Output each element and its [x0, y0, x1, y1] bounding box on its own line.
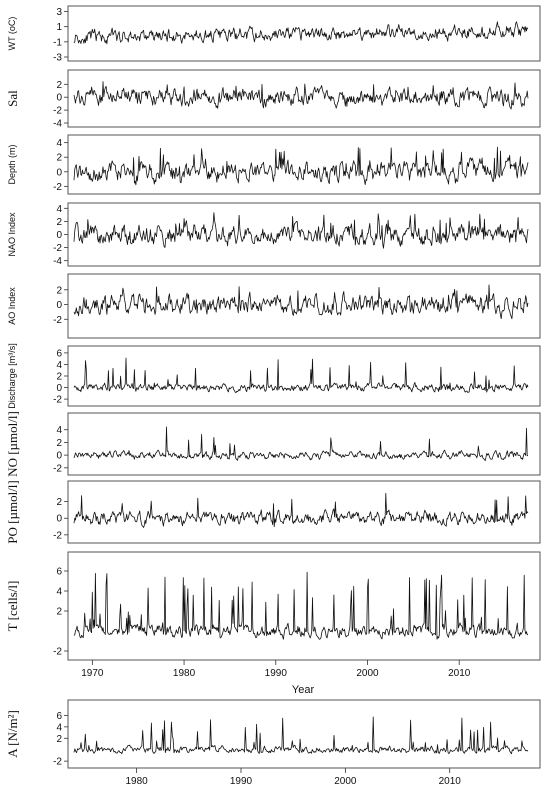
x-tick-label: 2010 — [448, 668, 471, 679]
x-tick-label-bottom: 1990 — [230, 776, 253, 787]
y-tick-label: 4 — [56, 722, 62, 733]
y-tick-label: -4 — [53, 256, 62, 267]
y-axis-label: Depth (m) — [7, 144, 17, 184]
y-tick-label: 4 — [56, 360, 62, 371]
panel-frame — [67, 551, 541, 661]
series-line-9 — [73, 571, 529, 640]
x-tick-label-bottom: 2000 — [334, 776, 357, 787]
y-axis-label: Discharge [m³/s] — [7, 343, 17, 409]
y-axis-label: NAO Index — [7, 212, 17, 257]
panel-frame — [67, 5, 541, 62]
y-tick-label: 4 — [56, 204, 62, 215]
series-line-1 — [73, 21, 529, 45]
series-line-7 — [73, 426, 529, 462]
series-line-5 — [73, 284, 529, 320]
y-tick-label: -2 — [53, 315, 62, 326]
y-tick-label: -2 — [53, 530, 62, 541]
y-tick-label: -1 — [53, 37, 62, 48]
series-line-8 — [73, 492, 529, 528]
y-tick-label: -3 — [53, 53, 62, 64]
panel-frame — [67, 412, 541, 476]
y-tick-label: 2 — [56, 438, 62, 449]
y-axis-label: AO Index — [7, 287, 17, 325]
y-tick-label: 0 — [56, 451, 62, 462]
y-tick-label: 4 — [56, 587, 62, 598]
y-tick-label: 1 — [56, 22, 62, 33]
y-tick-label: 3 — [56, 7, 62, 18]
y-tick-label: -2 — [53, 757, 62, 768]
y-tick-label: 0 — [56, 167, 62, 178]
y-tick-label: -2 — [53, 463, 62, 474]
y-axis-label: T [cells/l] — [5, 581, 20, 632]
series-line-3 — [73, 146, 529, 186]
y-tick-label: 2 — [56, 497, 62, 508]
y-tick-label: 0 — [56, 93, 62, 104]
x-tick-label: 1970 — [81, 668, 104, 679]
panel-frame — [67, 699, 541, 769]
y-axis-label: WT (oC) — [7, 17, 17, 51]
series-line-2 — [73, 81, 529, 110]
y-axis-label: NO [µmol/l] — [5, 411, 20, 477]
y-tick-label: 6 — [56, 567, 62, 578]
panel-frame — [67, 69, 541, 128]
y-tick-label: 4 — [56, 425, 62, 436]
y-tick-label: 2 — [56, 80, 62, 91]
y-axis-label: A [N/m²] — [5, 710, 20, 758]
y-tick-label: -4 — [53, 119, 62, 130]
y-tick-label: 0 — [56, 300, 62, 311]
y-tick-label: 2 — [56, 217, 62, 228]
y-tick-label: 2 — [56, 153, 62, 164]
y-tick-label: -2 — [53, 182, 62, 193]
x-axis-label: Year — [292, 684, 315, 696]
x-tick-label: 2000 — [356, 668, 379, 679]
y-tick-label: -2 — [53, 647, 62, 658]
series-line-10 — [73, 716, 529, 755]
panel-frame — [67, 134, 541, 195]
panel-frame — [67, 273, 541, 339]
y-tick-label: 6 — [56, 711, 62, 722]
series-line-6 — [73, 357, 529, 394]
y-tick-label: 6 — [56, 348, 62, 359]
y-tick-label: 2 — [56, 607, 62, 618]
y-axis-label: Sal — [5, 90, 20, 107]
y-tick-label: -2 — [53, 106, 62, 117]
panel-frame — [67, 480, 541, 544]
x-tick-label: 1980 — [173, 668, 196, 679]
x-tick-label-bottom: 2010 — [439, 776, 462, 787]
series-line-4 — [73, 212, 529, 249]
x-tick-label: 1990 — [265, 668, 288, 679]
y-tick-label: 2 — [56, 372, 62, 383]
y-tick-label: 4 — [56, 138, 62, 149]
y-tick-label: 0 — [56, 383, 62, 394]
y-tick-label: 2 — [56, 285, 62, 296]
y-tick-label: -2 — [53, 395, 62, 406]
y-tick-label: 0 — [56, 514, 62, 525]
y-tick-label: 2 — [56, 734, 62, 745]
y-axis-label: PO [µmol/l] — [5, 480, 20, 543]
y-tick-label: -2 — [53, 243, 62, 254]
y-tick-label: 0 — [56, 230, 62, 241]
x-tick-label-bottom: 1980 — [125, 776, 148, 787]
panel-frame — [67, 345, 541, 407]
